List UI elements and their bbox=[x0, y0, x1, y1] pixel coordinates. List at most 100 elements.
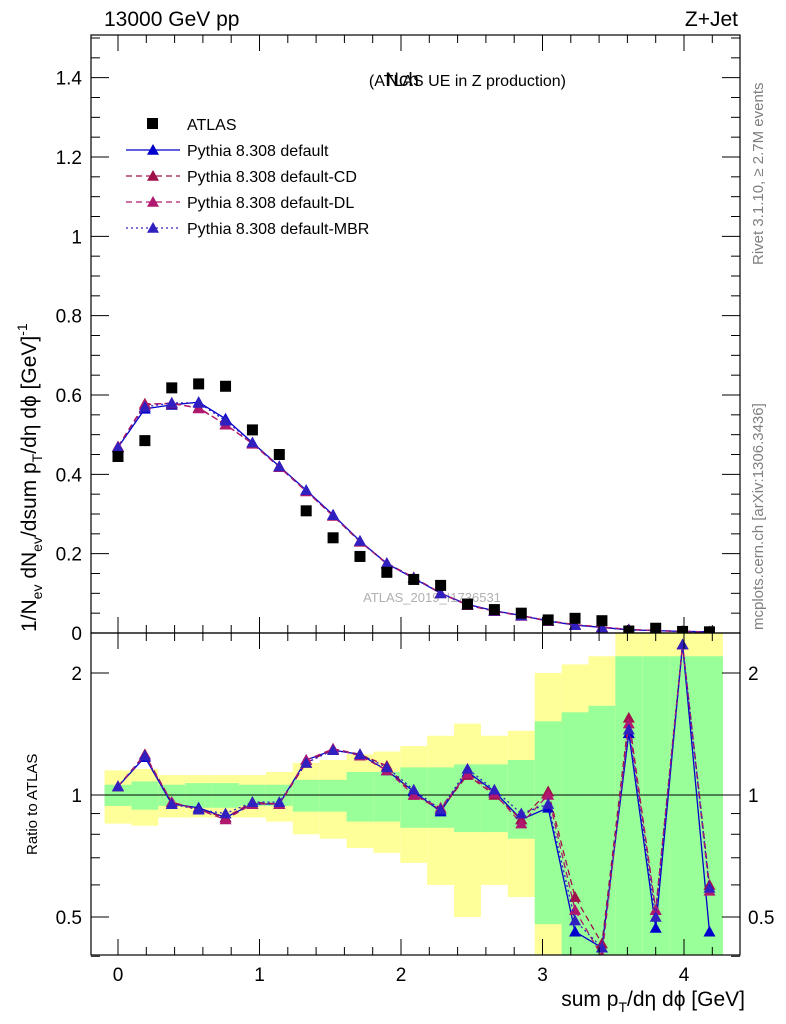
series-point bbox=[676, 638, 689, 650]
mcplots-label: mcplots.cern.ch [arXiv:1306.3436] bbox=[750, 403, 767, 630]
legend-marker bbox=[147, 222, 159, 233]
series-point bbox=[622, 717, 635, 729]
data-point bbox=[703, 626, 715, 633]
legend-marker bbox=[147, 170, 159, 181]
series-point bbox=[407, 783, 420, 795]
series-point bbox=[622, 723, 635, 735]
data-point bbox=[542, 614, 554, 626]
green-band-bin bbox=[346, 771, 374, 822]
chart-title: Nch bbox=[385, 70, 419, 91]
series-point bbox=[569, 891, 582, 902]
legend-label: ATLAS bbox=[187, 117, 237, 134]
series-point bbox=[649, 911, 662, 922]
series-point bbox=[112, 780, 124, 792]
x-axis-label: sum pT/dη dϕ [GeV] bbox=[561, 988, 745, 1015]
green-band-bin bbox=[292, 779, 320, 812]
ratio-tick-label: 1 bbox=[71, 786, 82, 807]
ratio-plot-series bbox=[112, 638, 716, 955]
x-tick-label: 1 bbox=[254, 965, 265, 986]
data-point bbox=[381, 566, 393, 578]
green-band-bin bbox=[615, 656, 643, 955]
green-band-bin bbox=[131, 781, 159, 810]
series-point bbox=[380, 557, 393, 568]
series-point bbox=[138, 749, 151, 761]
main-plot-series bbox=[112, 378, 715, 633]
axes: 0 1 2 3 4 0 0.2 0.4 0.6 0.8 1 1.2 1.4 0.5 0.5 1 1 2 2 bbox=[56, 35, 774, 986]
data-point bbox=[246, 424, 258, 436]
x-tick-label: 2 bbox=[396, 965, 407, 986]
series-point bbox=[192, 803, 205, 815]
series-point bbox=[703, 881, 716, 893]
data-point bbox=[435, 579, 447, 591]
y-tick-label: 0.4 bbox=[56, 465, 83, 486]
series-point bbox=[246, 436, 259, 448]
series-point bbox=[515, 807, 528, 819]
series-point bbox=[434, 587, 447, 599]
data-point bbox=[354, 550, 366, 562]
ratio-tick-label-right: 0.5 bbox=[748, 908, 774, 929]
ratio-tick-label-right: 2 bbox=[748, 664, 759, 685]
series-point bbox=[542, 789, 555, 800]
series-point bbox=[138, 400, 151, 412]
green-band-bin bbox=[669, 656, 697, 955]
series-point bbox=[353, 534, 366, 546]
data-point bbox=[596, 615, 608, 627]
x-axis-label-part-2: /dη dϕ [GeV] bbox=[627, 988, 745, 1011]
series-point bbox=[569, 619, 582, 630]
data-point bbox=[408, 573, 420, 585]
x-tick-label: 3 bbox=[537, 965, 548, 986]
green-band-bin bbox=[534, 721, 562, 925]
series-point bbox=[112, 441, 124, 453]
data-point bbox=[462, 598, 474, 610]
data-point bbox=[139, 435, 151, 447]
series-point bbox=[327, 509, 340, 520]
legend: ATLAS Pythia 8.308 default Pythia 8.308 de… bbox=[126, 117, 369, 238]
rivet-version-label: Rivet 3.1.10, ≥ 2.7M events bbox=[750, 83, 767, 266]
ratio-plot-frame bbox=[90, 632, 741, 956]
series-point bbox=[434, 803, 447, 815]
y-tick-label: 1.4 bbox=[56, 69, 83, 90]
ratio-tick-label-right: 1 bbox=[748, 786, 759, 807]
y-tick-label: 0 bbox=[71, 624, 82, 645]
y-tick-label: 0.8 bbox=[56, 307, 82, 328]
header-left: 13000 GeV pp bbox=[104, 8, 239, 31]
ratio-tick-label: 0.5 bbox=[56, 908, 82, 929]
series-point bbox=[192, 402, 205, 414]
green-band-bin bbox=[588, 705, 616, 955]
green-band-bin bbox=[373, 771, 401, 822]
series-point bbox=[649, 904, 662, 915]
x-axis-label-part-1: sum p bbox=[561, 988, 618, 1011]
data-point bbox=[220, 380, 232, 392]
series-point bbox=[273, 460, 286, 472]
data-point bbox=[273, 449, 285, 460]
series-point bbox=[192, 396, 205, 408]
ratio-axis-label: Ratio to ATLAS bbox=[24, 754, 41, 855]
series-point bbox=[461, 762, 474, 774]
x-tick-label: 0 bbox=[113, 965, 124, 986]
x-tick-label: 4 bbox=[679, 965, 690, 986]
series-point bbox=[246, 796, 259, 807]
y-axis-label: 1/Nev dNev/dsum pT/dη dϕ [GeV]-1 bbox=[14, 323, 45, 632]
series-point bbox=[165, 798, 178, 809]
data-point bbox=[166, 382, 178, 394]
legend-marker bbox=[147, 118, 158, 129]
y-tick-label: 0.6 bbox=[56, 386, 82, 407]
series-point bbox=[219, 813, 232, 825]
series-point bbox=[569, 914, 582, 926]
series-point bbox=[219, 807, 232, 819]
data-point bbox=[300, 505, 312, 517]
series-point bbox=[300, 756, 313, 768]
data-point bbox=[112, 450, 124, 462]
legend-label: Pythia 8.308 default-MBR bbox=[187, 221, 369, 238]
data-point bbox=[569, 612, 581, 624]
series-point bbox=[165, 396, 178, 408]
x-axis-label-sub: T bbox=[618, 999, 627, 1015]
legend-marker bbox=[147, 196, 159, 207]
legend-label: Pythia 8.308 default bbox=[187, 143, 329, 160]
series-point bbox=[273, 796, 286, 807]
series-point bbox=[353, 748, 366, 760]
data-point bbox=[515, 607, 527, 619]
watermark: ATLAS_2019_I1736531 bbox=[363, 590, 501, 605]
series-line bbox=[117, 644, 711, 946]
